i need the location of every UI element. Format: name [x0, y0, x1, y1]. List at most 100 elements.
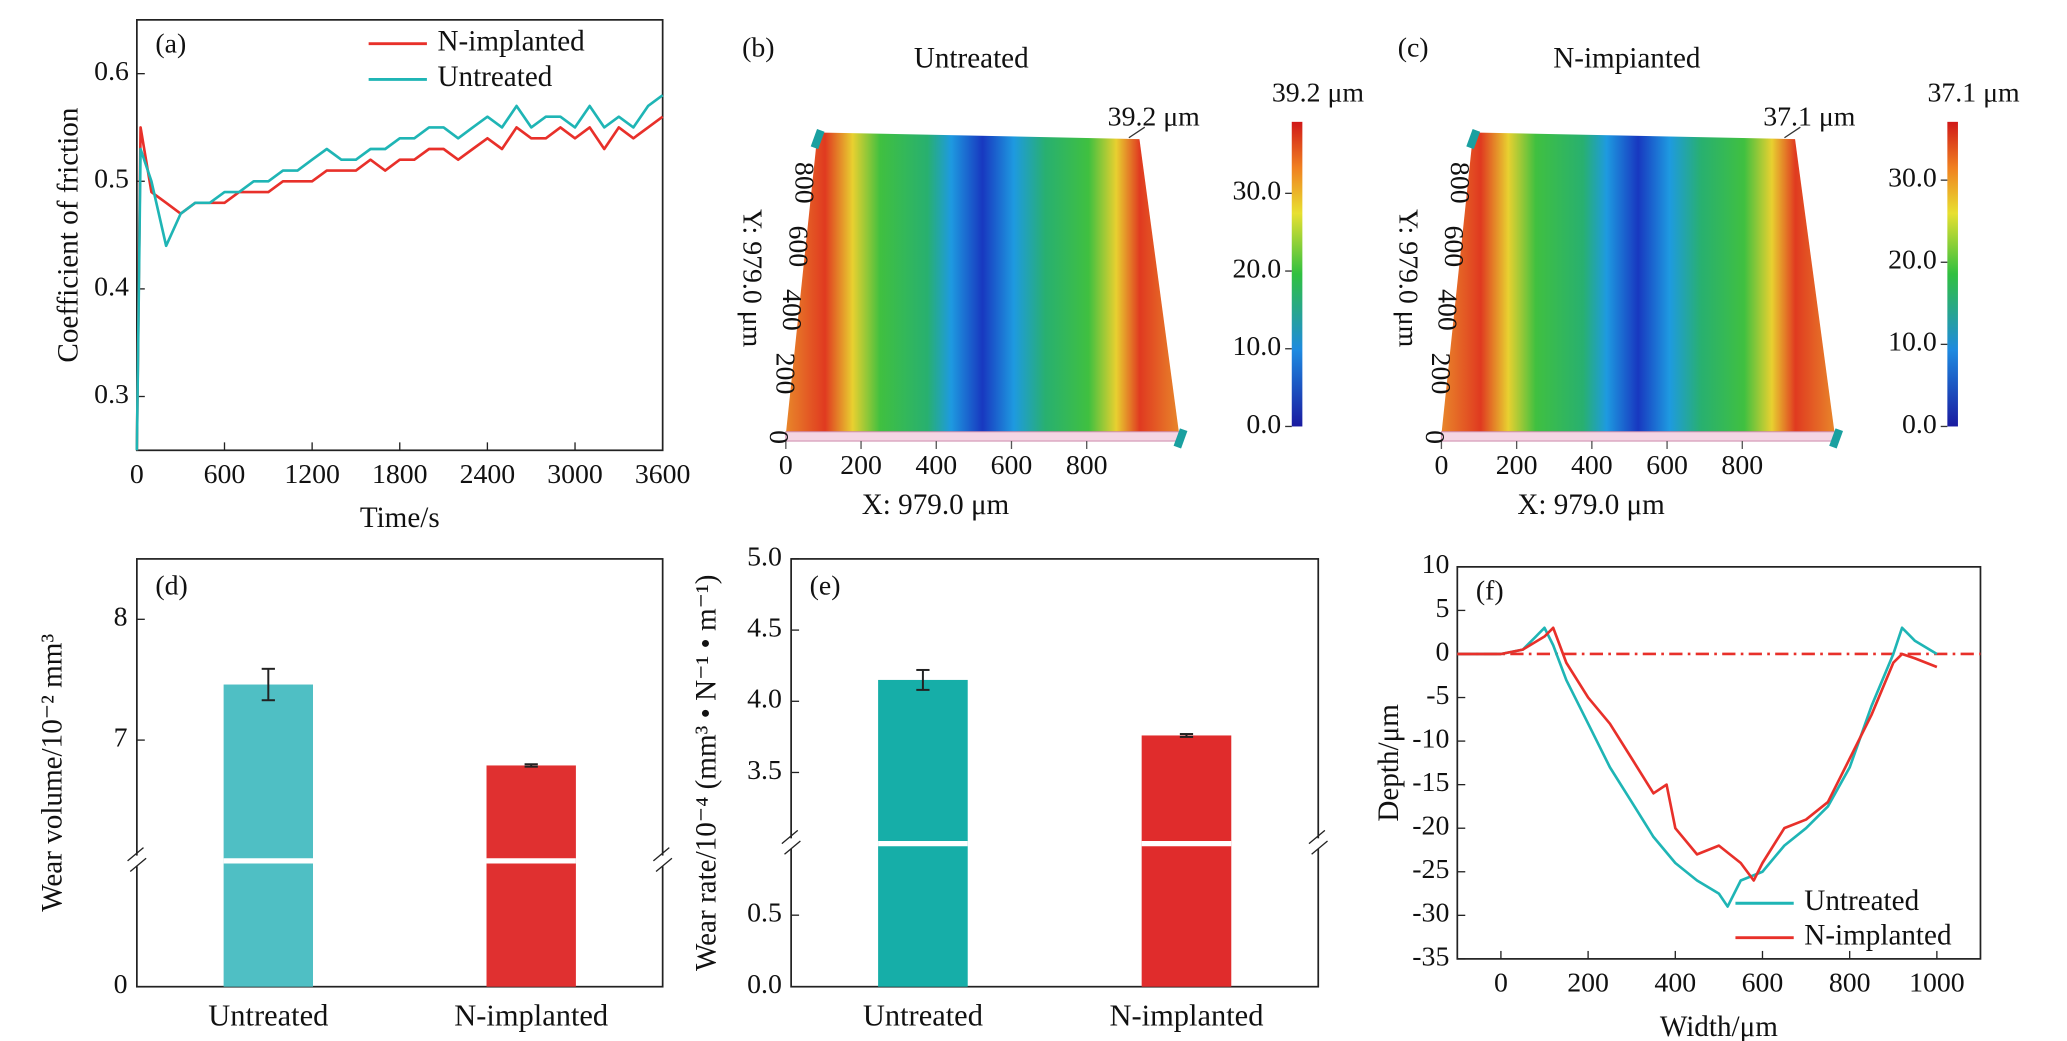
series-line	[135, 94, 664, 451]
panel-label: (e)	[810, 570, 841, 601]
series-line	[1457, 626, 1938, 882]
colorbar	[1291, 121, 1303, 427]
peak-leader	[1784, 126, 1801, 139]
y-tick-label: 3.5	[747, 755, 782, 786]
surface-base	[785, 431, 1180, 442]
x-tick-label: N-implanted	[454, 998, 608, 1032]
series-line	[1457, 626, 1938, 908]
y-tick-label: 200	[1425, 353, 1456, 395]
colorbar-label: 37.1 μm	[1927, 78, 2019, 109]
x-tick-label: 600	[204, 459, 246, 490]
y-tick-label: -20	[1412, 811, 1449, 842]
y-tick-label: 800	[789, 162, 820, 204]
x-tick-label: 600	[1646, 450, 1688, 481]
y-tick-label: 10	[1422, 549, 1450, 580]
y-tick-label: 0.6	[94, 56, 129, 87]
y-tick-label: 7	[114, 722, 128, 753]
axis-break-mark	[781, 829, 799, 845]
y-axis-label: Coefficient of friction	[52, 107, 84, 362]
legend-label: N-implanted	[1804, 919, 1952, 951]
y-tick-label: -15	[1412, 767, 1449, 798]
y-tick-label: 0	[1435, 636, 1449, 667]
x-tick-label: 400	[1654, 968, 1696, 999]
x-tick-label: 800	[1829, 968, 1871, 999]
y-tick-label: 400	[776, 289, 807, 331]
axis-break-mark	[655, 857, 673, 872]
y-tick-label: 200	[770, 353, 801, 395]
x-tick-label: 1800	[372, 459, 428, 490]
legend-label: Untreated	[1804, 885, 1919, 917]
y-tick-label: 0	[1419, 430, 1450, 444]
colorbar-label: 39.2 μm	[1272, 78, 1364, 109]
surface-title: N-impianted	[1553, 43, 1701, 75]
axis-break-mark	[129, 857, 147, 872]
y-tick-label: 600	[1438, 225, 1469, 267]
bar	[1141, 735, 1232, 987]
y-tick-label: -25	[1412, 854, 1449, 885]
axis-break-gap	[781, 838, 801, 849]
x-tick-label: 200	[840, 450, 882, 481]
colorbar-tick-label: 10.0	[1233, 331, 1282, 362]
surface-base	[1440, 431, 1836, 442]
surface	[785, 132, 1180, 435]
y-axis-label: Wear volume/10⁻² mm³	[36, 634, 68, 912]
x-axis-label: X: 979.0 μm	[862, 489, 1010, 521]
peak-leader	[1128, 126, 1146, 139]
y-tick-label: 0.4	[94, 271, 129, 302]
x-tick-label: 600	[991, 450, 1033, 481]
colorbar	[1947, 121, 1958, 427]
y-tick-label: 400	[1431, 289, 1462, 331]
y-tick-label: 800	[1444, 162, 1475, 204]
corner-marker	[1466, 128, 1481, 150]
axis-break-gap	[653, 855, 672, 867]
y-tick-label: 0.5	[94, 164, 129, 195]
y-tick-label: -35	[1412, 941, 1449, 972]
bar	[878, 679, 968, 987]
x-tick-label: 0	[779, 450, 793, 481]
x-axis-label: Time/s	[360, 502, 440, 534]
panel-label: (a)	[155, 29, 186, 60]
x-tick-label: 800	[1721, 450, 1763, 481]
axis-break-mark	[652, 847, 670, 862]
x-tick-label: 400	[1571, 450, 1613, 481]
colorbar-tick-label: 0.0	[1246, 409, 1281, 440]
x-axis-label: Width/μm	[1660, 1011, 1778, 1041]
y-tick-label: 5	[1435, 593, 1449, 624]
axis-break-mark	[784, 840, 801, 855]
y-tick-label: 0.0	[747, 969, 782, 1000]
legend-label: N-implanted	[438, 25, 586, 57]
x-tick-label: 3600	[635, 459, 691, 490]
axis-break-gap	[1308, 838, 1328, 849]
y-tick-label: 4.5	[747, 612, 782, 643]
y-tick-label: 0	[114, 969, 128, 1000]
colorbar-tick-label: 20.0	[1233, 253, 1282, 284]
y-tick-label: 0	[763, 430, 794, 444]
colorbar-tick-label: 20.0	[1888, 245, 1937, 276]
surface-title: Untreated	[914, 43, 1029, 75]
x-tick-label: 200	[1567, 968, 1609, 999]
x-tick-label: 0	[1434, 450, 1448, 481]
axis-break-mark	[1308, 829, 1326, 845]
colorbar-tick-label: 0.0	[1902, 409, 1937, 440]
y-tick-label: 4.0	[747, 684, 782, 715]
x-tick-label: Untreated	[863, 998, 983, 1032]
plot-frame	[136, 19, 664, 452]
x-tick-label: 2400	[460, 459, 516, 490]
y-tick-label: 5.0	[747, 541, 782, 572]
panel-label: (b)	[742, 33, 774, 64]
peak-label: 39.2 μm	[1108, 102, 1200, 133]
axis-break-mark	[127, 847, 144, 862]
legend-label: Untreated	[438, 61, 553, 93]
plot-frame	[790, 558, 1320, 988]
x-tick-label: Untreated	[208, 998, 328, 1032]
y-tick-label: -30	[1412, 898, 1449, 929]
series-line	[135, 115, 664, 451]
x-tick-label: 600	[1742, 968, 1784, 999]
y-axis-label: Wear rate/10⁻⁴ (mm³ • N⁻¹ • m⁻¹)	[691, 575, 723, 972]
y-tick-label: -5	[1426, 680, 1449, 711]
bar	[223, 684, 314, 987]
x-tick-label: 1000	[1909, 968, 1965, 999]
x-axis-label: X: 979.0 μm	[1517, 489, 1665, 521]
x-tick-label: 0	[1494, 968, 1508, 999]
